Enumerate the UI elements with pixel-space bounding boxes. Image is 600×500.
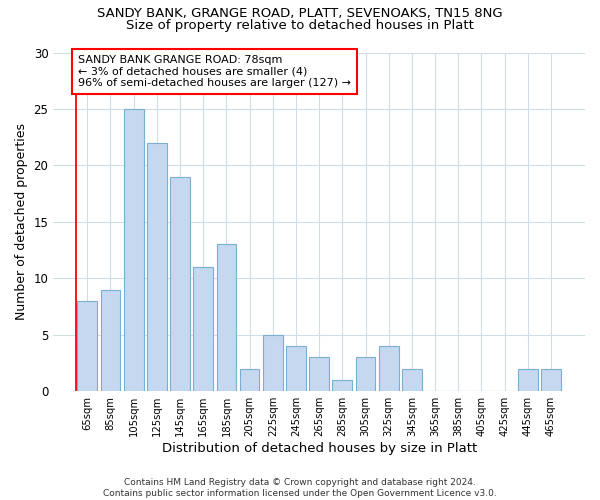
Bar <box>240 368 259 391</box>
Bar <box>101 290 121 391</box>
Text: SANDY BANK GRANGE ROAD: 78sqm
← 3% of detached houses are smaller (4)
96% of sem: SANDY BANK GRANGE ROAD: 78sqm ← 3% of de… <box>78 55 351 88</box>
Bar <box>286 346 306 391</box>
Bar <box>332 380 352 391</box>
Bar <box>147 143 167 391</box>
Text: Size of property relative to detached houses in Platt: Size of property relative to detached ho… <box>126 18 474 32</box>
Bar <box>263 335 283 391</box>
Bar <box>402 368 422 391</box>
Bar <box>193 267 213 391</box>
Bar <box>124 109 143 391</box>
X-axis label: Distribution of detached houses by size in Platt: Distribution of detached houses by size … <box>161 442 477 455</box>
Bar <box>309 358 329 391</box>
Bar <box>217 244 236 391</box>
Bar <box>77 301 97 391</box>
Text: SANDY BANK, GRANGE ROAD, PLATT, SEVENOAKS, TN15 8NG: SANDY BANK, GRANGE ROAD, PLATT, SEVENOAK… <box>97 8 503 20</box>
Bar <box>170 176 190 391</box>
Bar <box>541 368 561 391</box>
Y-axis label: Number of detached properties: Number of detached properties <box>15 124 28 320</box>
Bar <box>379 346 398 391</box>
Text: Contains HM Land Registry data © Crown copyright and database right 2024.
Contai: Contains HM Land Registry data © Crown c… <box>103 478 497 498</box>
Bar <box>356 358 376 391</box>
Bar <box>518 368 538 391</box>
